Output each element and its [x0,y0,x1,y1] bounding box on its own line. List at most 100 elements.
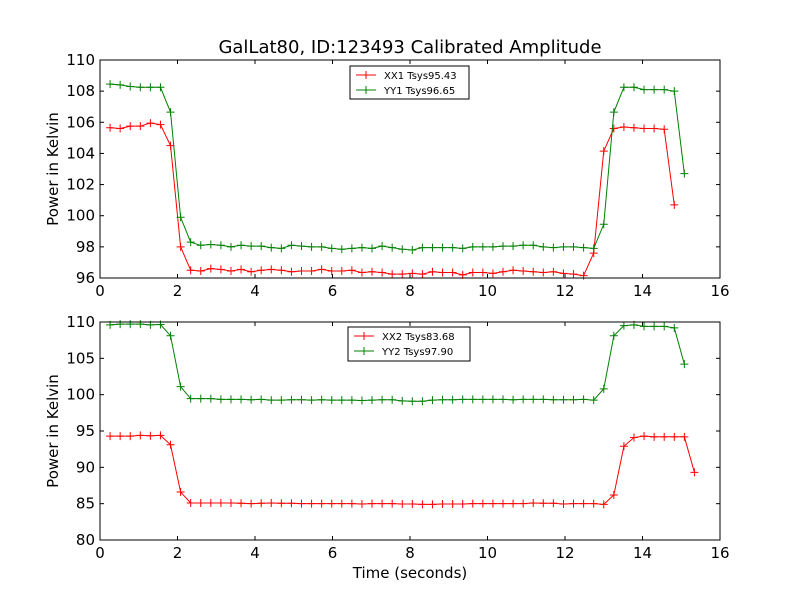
legend-label: XX1 Tsys95.43 [384,71,457,82]
data-point [499,395,507,404]
data-point [287,499,296,508]
data-point [579,243,588,252]
data-point [297,242,306,251]
data-point [247,499,256,508]
x-tick-label: 12 [555,282,574,300]
data-point [519,241,528,250]
x-tick-label: 12 [555,544,574,562]
data-point [176,242,185,251]
data-point [357,396,366,405]
data-point [146,83,155,92]
data-point [398,245,407,254]
data-point [317,242,326,251]
data-point [196,266,205,275]
series-1 [106,431,699,509]
data-point [166,141,175,150]
data-point [448,268,457,277]
data-point [368,499,377,508]
data-point [680,360,689,369]
data-point [226,498,235,507]
data-point [619,83,628,92]
data-point [529,241,538,250]
data-point [378,242,387,251]
series-2 [106,80,689,254]
x-tick-label: 2 [173,282,183,300]
data-point [216,265,225,274]
data-point [216,498,225,507]
data-point [136,122,145,131]
data-point [317,265,326,274]
x-tick-label: 8 [405,282,415,300]
data-point [599,384,608,393]
x-tick-label: 0 [95,544,105,562]
data-point [176,213,185,222]
legend-marker [360,332,368,340]
data-point [116,124,125,133]
data-point [509,266,518,275]
data-point [347,499,356,508]
data-point [166,108,175,117]
data-point [136,431,145,440]
data-point [247,395,256,404]
data-point [277,266,286,275]
data-point [418,243,427,252]
data-point [609,331,618,340]
x-tick-label: 10 [478,544,497,562]
data-point [186,266,195,275]
data-point [499,499,507,508]
y-tick-label: 96 [76,269,95,287]
data-point [468,242,477,251]
y-tick-label: 110 [66,313,95,331]
data-point [559,269,568,278]
data-point [559,242,568,251]
data-point [650,322,659,331]
x-tick-label: 14 [633,282,652,300]
x-tick-label: 10 [478,282,497,300]
y-tick-label: 98 [76,238,95,256]
data-point [529,498,538,507]
plot-frame [99,321,721,541]
y-tick-label: 80 [76,531,95,549]
x-tick-label: 16 [710,282,729,300]
data-point [650,124,659,133]
data-point [690,468,699,477]
data-point [438,268,447,277]
legend: XX2 Tsys83.68 YY2 Tsys97.90 [347,326,471,362]
data-point [216,395,225,404]
data-point [640,432,649,441]
data-point [448,243,457,252]
data-point [418,270,427,279]
data-point [629,83,638,92]
legend-marker [362,71,370,79]
data-point [267,243,276,252]
data-point [549,499,558,508]
data-point [237,241,246,250]
data-point [509,242,518,251]
data-point [277,396,286,405]
data-point [509,395,518,404]
data-point [237,395,246,404]
data-point [247,267,256,276]
data-point [368,267,377,276]
data-point [196,498,205,507]
data-point [307,266,316,275]
data-point [378,499,387,508]
data-point [347,266,356,275]
data-point [428,243,437,252]
data-point [186,394,195,403]
top-plot: 0 2 4 6 8 10 12 14 16 96 98 100 102 104 106 108 110 Power… [44,51,730,300]
data-point [257,242,266,251]
data-point [267,265,276,274]
data-point [529,267,538,276]
data-point [458,244,467,253]
data-point [408,500,417,509]
data-point [629,433,638,442]
legend-label: XX2 Tsys83.68 [382,332,455,343]
x-tick-label: 4 [250,282,260,300]
data-point [267,498,276,507]
data-point [287,267,296,276]
data-point [428,267,437,276]
data-point [660,322,669,331]
data-point [488,269,497,278]
